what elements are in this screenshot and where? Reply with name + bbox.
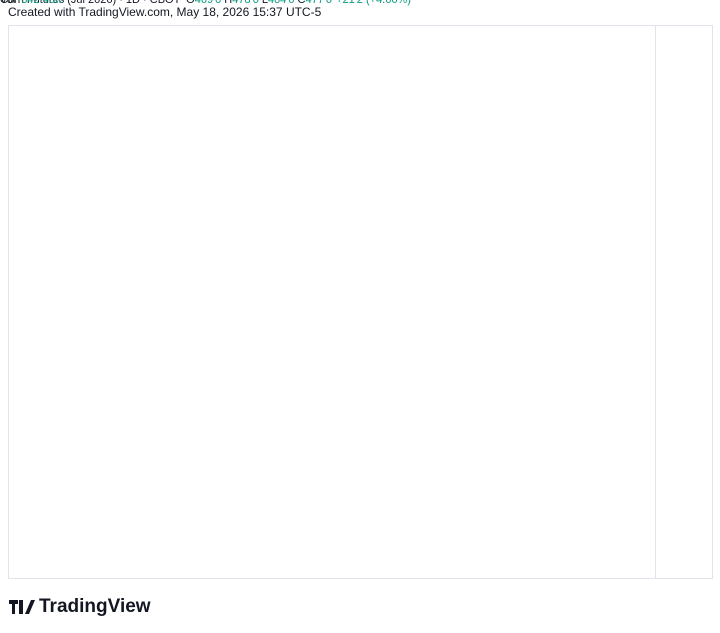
- chart-frame: [8, 25, 713, 579]
- ohlc-value: 464'0: [268, 0, 295, 6]
- logo: TradingView: [9, 596, 151, 617]
- legend: Corn Futures (Jul 2026) · 1D · CBOT O469'…: [0, 0, 411, 6]
- ohlc-key: L: [262, 0, 268, 6]
- brand-name: TradingView: [39, 596, 151, 617]
- change: +21'2 (+4.66%): [336, 0, 411, 6]
- ohlc-key: H: [224, 0, 232, 6]
- ohlc-key: C: [298, 0, 306, 6]
- volume-title: Vol: [0, 0, 15, 6]
- [object Object]: Vol 342.43K: [0, 0, 63, 6]
- ohlc-value: 478'0: [232, 0, 259, 6]
- ohlc-key: O: [186, 0, 195, 6]
- logo-mark: [9, 600, 35, 614]
- ohlc-value: 469'0: [195, 0, 222, 6]
- [object Object]: Corn Futures (Jul 2026) · 1D · CBOT O469'…: [0, 0, 411, 6]
- created-note: Created with TradingView.com, May 18, 20…: [8, 5, 322, 19]
- symbol-title: Corn Futures (Jul 2026) · 1D · CBOT: [0, 0, 181, 6]
- ohlc-value: 477'0: [305, 0, 332, 6]
- volume-value: 342.43K: [21, 0, 63, 6]
